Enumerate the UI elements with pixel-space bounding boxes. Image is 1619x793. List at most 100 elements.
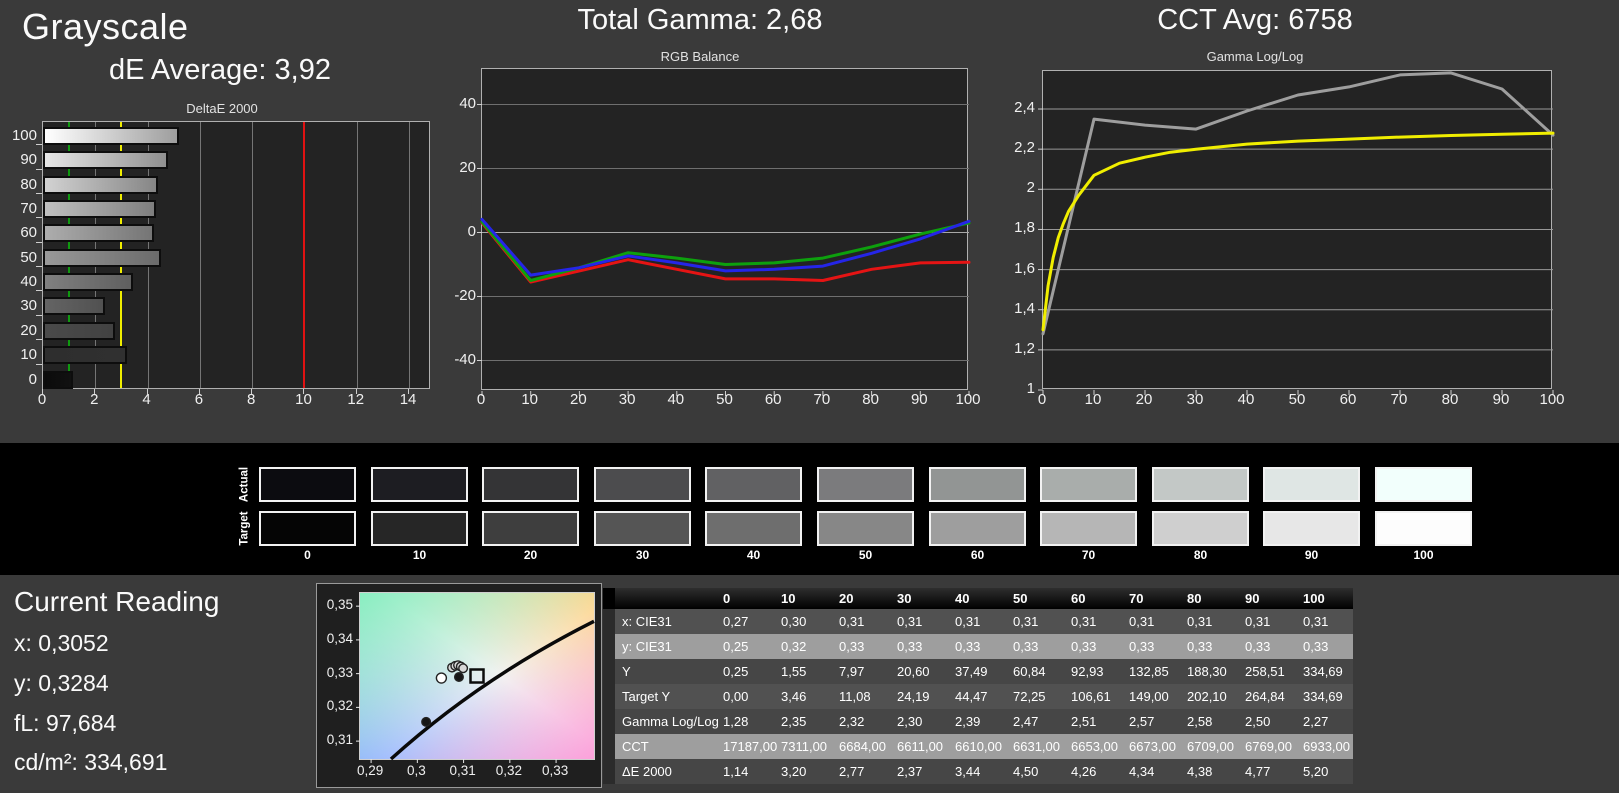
deltae-ytick-label: 20	[20, 321, 37, 339]
xtick-label: 40	[667, 391, 685, 408]
table-cell: 6709,00	[1187, 739, 1234, 754]
deltae-ytick-label: 90	[20, 151, 37, 169]
total-gamma-value: Total Gamma: 2,68	[577, 4, 823, 36]
table-cell: 0,31	[1187, 614, 1213, 629]
deltae-xtick-label: 6	[194, 391, 204, 408]
table-cell: 0,33	[1129, 639, 1155, 654]
deltae-minor-tick	[36, 290, 42, 292]
table-cell: 2,32	[839, 714, 865, 729]
deltae-ytick-label: 50	[20, 248, 37, 266]
actual-swatch-40	[705, 467, 802, 502]
table-cell: 0,33	[1071, 639, 1097, 654]
table-cell: 149,00	[1129, 689, 1169, 704]
xtick-label: 0	[476, 391, 486, 408]
table-cell: 3,44	[955, 764, 981, 779]
actual-swatch-10	[371, 467, 468, 502]
table-cell: 334,69	[1303, 664, 1343, 679]
table-col-header: 80	[1187, 591, 1202, 606]
ytick-label: 2,2	[1014, 139, 1035, 157]
actual-swatch-0	[259, 467, 356, 502]
table-cell: 4,50	[1013, 764, 1039, 779]
table-row: Gamma Log/Log 1,28 2,35 2,32 2,30 2,39 2,47 2,5…	[603, 709, 1353, 734]
gridline	[356, 122, 358, 388]
deltae-bar-100	[43, 127, 179, 145]
current-reading-y: y: 0,3284	[14, 670, 109, 696]
gridline	[199, 122, 201, 388]
swatch-level-label: 90	[1304, 548, 1319, 562]
gamma-chart-title: Gamma Log/Log	[1206, 49, 1304, 64]
ytick-label: 2	[1026, 179, 1035, 197]
deltae-chart-title: DeltaE 2000	[186, 101, 258, 116]
table-row: ΔE 2000 1,14 3,20 2,77 2,37 3,44 4,50 4,26 4,34 4…	[603, 759, 1353, 784]
actual-swatch-20	[482, 467, 579, 502]
xtick-label: 50	[716, 391, 733, 408]
table-cell: 0,33	[1187, 639, 1213, 654]
deltae-ytick-label: 80	[20, 175, 37, 193]
deltae-ytick-label: 10	[20, 346, 37, 364]
deltae-bar-chart	[42, 121, 430, 389]
swatch-level-label: 0	[304, 548, 311, 562]
table-col-header: 60	[1071, 591, 1086, 606]
table-row-label: ΔE 2000	[622, 764, 672, 779]
measured-gamma-line	[1041, 71, 1555, 336]
table-cell: 2,57	[1129, 714, 1155, 729]
table-col-header: 0	[723, 591, 731, 606]
table-cell: 2,35	[781, 714, 807, 729]
cie-points-svg	[356, 605, 595, 763]
cie-ytick-label: 0,31	[326, 732, 353, 748]
gamma-log-log-svg	[1038, 71, 1555, 395]
table-cell: 0,25	[723, 664, 749, 679]
table-cell: 20,60	[897, 664, 930, 679]
xtick-label: 90	[1492, 391, 1510, 408]
swatch-level-label: 20	[523, 548, 538, 562]
ytick-label: 1	[1026, 380, 1035, 397]
table-row: CCT 17187,00 7311,00 6684,00 6611,00 6610,00 6…	[603, 734, 1353, 759]
table-cell: 0,30	[781, 614, 807, 629]
ytick-label: -40	[454, 350, 476, 368]
target-swatch-80	[1152, 511, 1249, 546]
table-cell: 4,77	[1245, 764, 1271, 779]
table-cell: 17187,00	[723, 739, 778, 754]
target-swatch-70	[1040, 511, 1137, 546]
table-cell: 6631,00	[1013, 739, 1060, 754]
table-cell: 0,33	[955, 639, 981, 654]
cie-xtick-label: 0,32	[495, 763, 522, 778]
table-cell: 0,31	[1303, 614, 1329, 629]
target-swatch-20	[482, 511, 579, 546]
gridline	[409, 122, 411, 388]
deltae-xtick-label: 10	[295, 391, 312, 408]
deltae-bar-0	[43, 370, 73, 389]
ytick-label: 0	[467, 222, 476, 240]
table-cell: 0,33	[1303, 639, 1329, 654]
deltae-minor-tick	[36, 168, 42, 170]
table-col-header: 30	[897, 591, 912, 606]
table-cell: 0,00	[723, 689, 749, 704]
xtick-label: 20	[1135, 391, 1153, 408]
table-cell: 6933,00	[1303, 739, 1350, 754]
table-cell: 3,20	[781, 764, 807, 779]
table-gutter	[603, 634, 615, 659]
xtick-label: 90	[910, 391, 928, 408]
table-cell: 72,25	[1013, 689, 1046, 704]
deltae-minor-tick	[36, 144, 42, 146]
target-swatch-40	[705, 511, 802, 546]
table-row-label: Gamma Log/Log	[622, 714, 719, 729]
table-cell: 334,69	[1303, 689, 1343, 704]
table-cell: 6684,00	[839, 739, 886, 754]
table-row: y: CIE31 0,25 0,32 0,33 0,33 0,33 0,33 0,33 0,33…	[603, 634, 1353, 659]
swatch-level-label: 70	[1081, 548, 1096, 562]
deltae-xtick	[94, 389, 96, 394]
deltae-minor-tick	[36, 193, 42, 195]
green-line	[480, 220, 971, 282]
deltae-xtick-label: 12	[347, 391, 365, 408]
deltae-xtick	[251, 389, 253, 394]
actual-swatch-50	[817, 467, 914, 502]
xtick-label: 30	[1186, 391, 1204, 408]
table-cell: 264,84	[1245, 689, 1285, 704]
deltae-ytick-label: 70	[20, 200, 37, 218]
xtick-label: 70	[1390, 391, 1408, 408]
table-row: x: CIE31 0,27 0,30 0,31 0,31 0,31 0,31 0,31 0,31…	[603, 609, 1353, 634]
grayscale-swatch-band	[0, 443, 1619, 575]
table-cell: 1,14	[723, 764, 749, 779]
